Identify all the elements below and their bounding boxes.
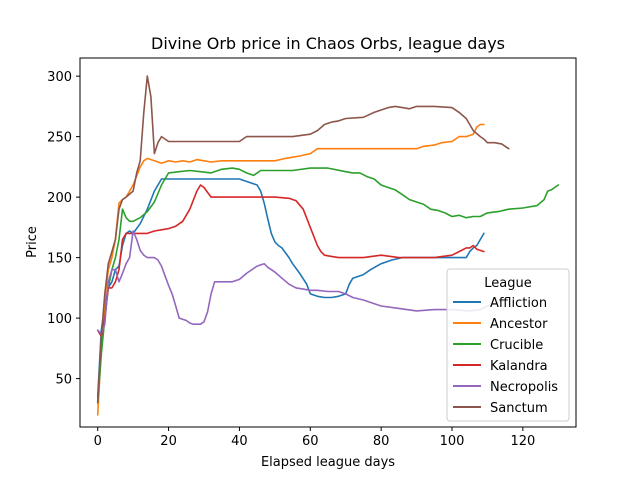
legend-label-ancestor: Ancestor [490,317,548,332]
x-tick-label: 60 [302,434,319,449]
legend-label-kalandra: Kalandra [490,359,548,374]
y-tick-label: 250 [47,131,72,146]
series-line-sanctum [96,75,510,404]
legend-entries: Affliction Ancestor Crucible Kalandra Necrop… [453,296,558,416]
y-tick-label: 300 [47,70,72,85]
x-axis-label: Elapsed league days [261,455,395,470]
y-axis: 50 100 150 200 250 300 [47,70,80,388]
x-axis: 0 20 40 60 80 100 120 [94,427,535,449]
series-line-crucible [96,167,560,404]
x-tick-label: 80 [373,434,390,449]
legend-label-necropolis: Necropolis [490,380,558,395]
legend-label-sanctum: Sanctum [490,401,548,416]
y-tick-label: 150 [47,252,72,267]
x-tick-label: 20 [160,434,177,449]
legend-label-affliction: Affliction [490,296,547,311]
legend: League Affliction Ancestor Crucible Kalandr… [446,268,570,422]
plot-lines [96,75,560,416]
y-tick-label: 200 [47,191,72,206]
series-line-kalandra [96,184,485,338]
x-tick-label: 0 [94,434,102,449]
legend-title: League [484,276,531,291]
y-tick-label: 50 [55,373,72,388]
y-axis-label: Price [25,226,40,258]
legend-label-crucible: Crucible [490,338,543,353]
chart-title: Divine Orb price in Chaos Orbs, league d… [151,34,505,53]
legend-box [446,268,570,422]
y-tick-label: 100 [47,312,72,327]
series-line-necropolis [96,230,506,335]
x-tick-label: 100 [440,434,465,449]
plot-frame [79,57,577,428]
x-tick-label: 120 [510,434,535,449]
x-tick-label: 40 [231,434,248,449]
